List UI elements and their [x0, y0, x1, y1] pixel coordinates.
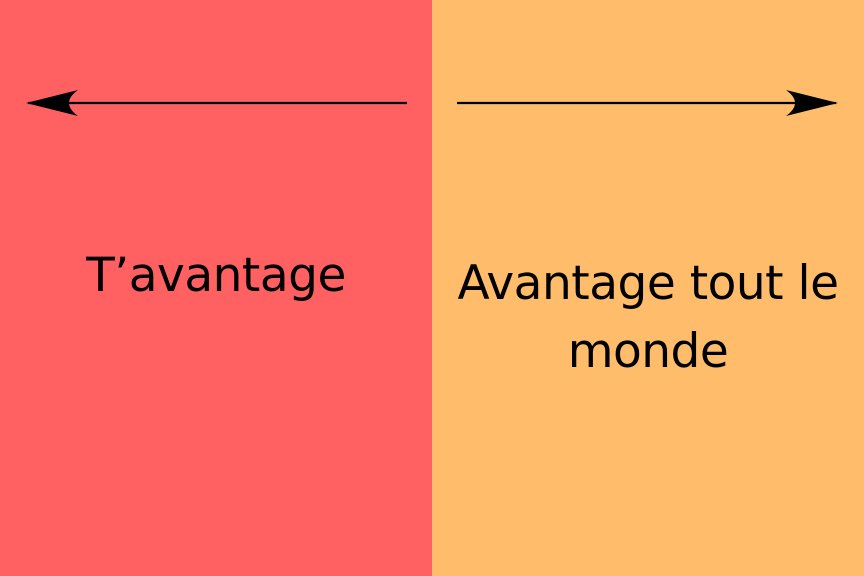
- left-label: T’avantage: [86, 248, 346, 303]
- right-arrow-icon: [457, 90, 838, 116]
- left-arrow-icon: [26, 90, 407, 116]
- right-panel: [432, 0, 864, 576]
- left-panel: [0, 0, 432, 576]
- right-label: Avantage tout le monde: [457, 256, 839, 379]
- right-arrow-head: [786, 90, 838, 116]
- left-arrow-head: [26, 90, 78, 116]
